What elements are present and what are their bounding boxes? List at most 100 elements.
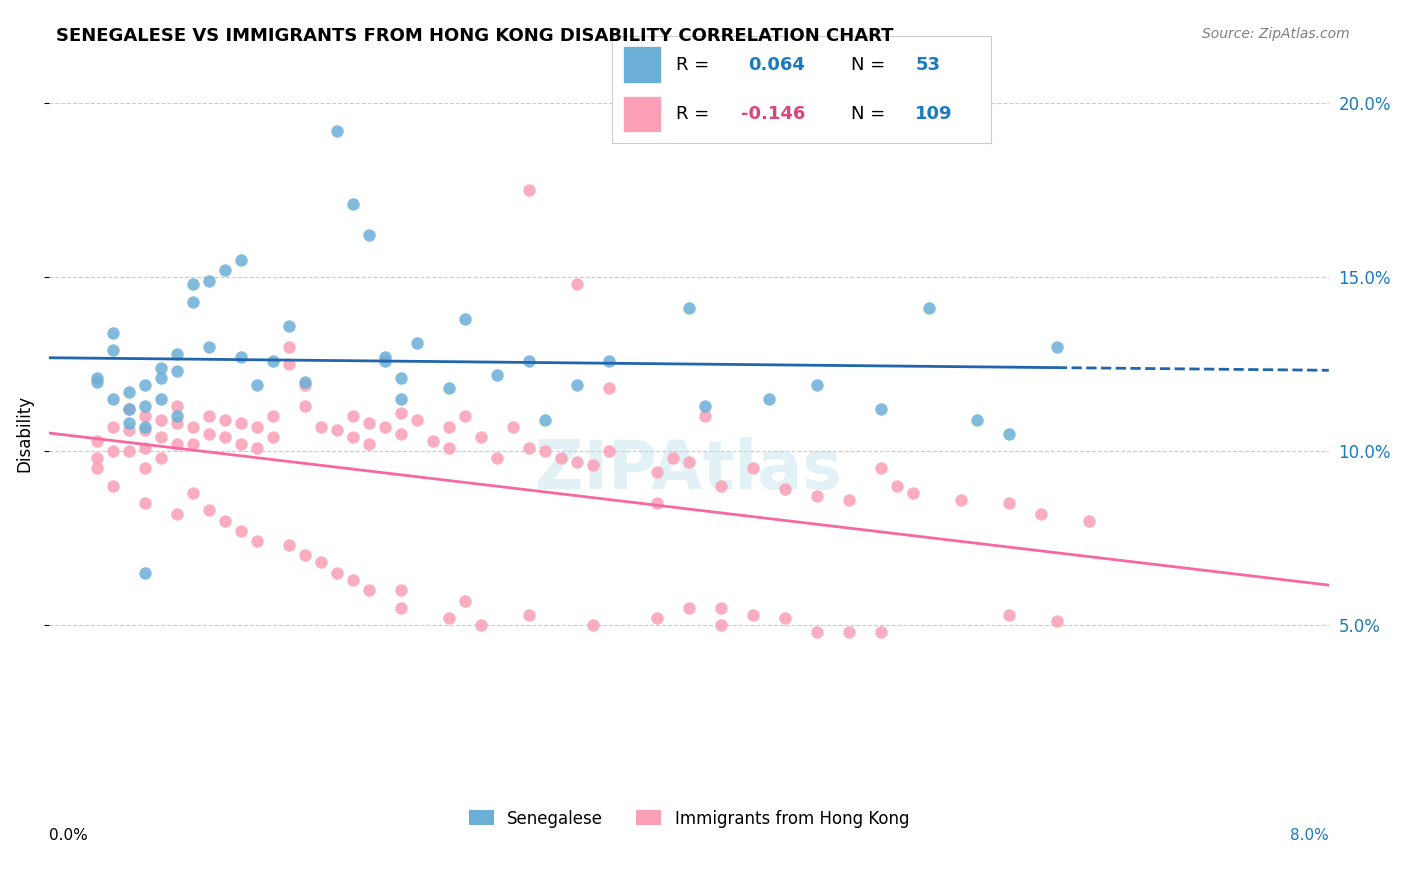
Point: [134, 461, 156, 475]
Point: [342, 197, 364, 211]
Point: [198, 274, 221, 288]
Point: [598, 382, 620, 396]
Point: [118, 402, 141, 417]
Point: [838, 624, 860, 639]
Point: [181, 294, 204, 309]
Point: [342, 573, 364, 587]
Point: [869, 402, 891, 417]
Point: [389, 600, 412, 615]
Text: 8.0%: 8.0%: [1291, 828, 1329, 843]
Point: [134, 496, 156, 510]
Point: [166, 364, 188, 378]
Point: [437, 611, 460, 625]
Point: [678, 454, 700, 468]
Point: [357, 437, 380, 451]
Point: [565, 454, 588, 468]
Point: [86, 450, 108, 465]
Point: [278, 318, 301, 333]
Point: [806, 489, 828, 503]
Point: [134, 441, 156, 455]
Point: [118, 416, 141, 430]
Point: [294, 399, 316, 413]
Point: [101, 444, 124, 458]
Point: [806, 624, 828, 639]
Point: [357, 228, 380, 243]
Point: [1046, 615, 1069, 629]
Point: [278, 538, 301, 552]
Point: [422, 434, 444, 448]
Point: [678, 600, 700, 615]
Point: [389, 426, 412, 441]
Point: [294, 375, 316, 389]
Point: [918, 301, 941, 316]
Point: [582, 458, 605, 472]
Text: R =: R =: [676, 105, 710, 123]
Point: [166, 409, 188, 424]
Point: [998, 607, 1021, 622]
Point: [693, 409, 716, 424]
Point: [149, 360, 172, 375]
Point: [741, 461, 763, 475]
Point: [181, 277, 204, 292]
Point: [470, 430, 492, 444]
Point: [229, 437, 252, 451]
Point: [374, 350, 396, 364]
Point: [693, 399, 716, 413]
Point: [406, 336, 429, 351]
Point: [966, 413, 988, 427]
Point: [598, 444, 620, 458]
Point: [406, 413, 429, 427]
Point: [342, 409, 364, 424]
Point: [309, 555, 332, 569]
Point: [214, 413, 236, 427]
Point: [149, 371, 172, 385]
Point: [198, 340, 221, 354]
Point: [758, 392, 780, 406]
Point: [389, 371, 412, 385]
Point: [166, 416, 188, 430]
Point: [598, 353, 620, 368]
Point: [710, 479, 733, 493]
Point: [118, 402, 141, 417]
Point: [1077, 514, 1099, 528]
Point: [294, 378, 316, 392]
Point: [485, 450, 508, 465]
Text: N =: N =: [851, 105, 884, 123]
Point: [662, 450, 685, 465]
Point: [869, 461, 891, 475]
Point: [869, 624, 891, 639]
Point: [678, 301, 700, 316]
Point: [166, 437, 188, 451]
Point: [534, 413, 557, 427]
Point: [294, 549, 316, 563]
Point: [454, 593, 477, 607]
Point: [773, 611, 796, 625]
Point: [149, 413, 172, 427]
Point: [437, 441, 460, 455]
Point: [437, 382, 460, 396]
Point: [101, 326, 124, 340]
Point: [118, 384, 141, 399]
Point: [246, 419, 269, 434]
Point: [710, 600, 733, 615]
Point: [134, 399, 156, 413]
Point: [86, 461, 108, 475]
Point: [214, 430, 236, 444]
Point: [101, 479, 124, 493]
Point: [149, 430, 172, 444]
Point: [1029, 507, 1052, 521]
Point: [582, 618, 605, 632]
Point: [262, 430, 284, 444]
Point: [645, 611, 668, 625]
Point: [565, 378, 588, 392]
Point: [278, 357, 301, 371]
Point: [86, 371, 108, 385]
Point: [886, 479, 908, 493]
Text: 53: 53: [915, 55, 941, 73]
Legend: Senegalese, Immigrants from Hong Kong: Senegalese, Immigrants from Hong Kong: [463, 803, 915, 834]
Point: [181, 419, 204, 434]
Point: [645, 465, 668, 479]
Text: 109: 109: [915, 105, 953, 123]
Text: R =: R =: [676, 55, 710, 73]
Text: SENEGALESE VS IMMIGRANTS FROM HONG KONG DISABILITY CORRELATION CHART: SENEGALESE VS IMMIGRANTS FROM HONG KONG …: [56, 27, 894, 45]
